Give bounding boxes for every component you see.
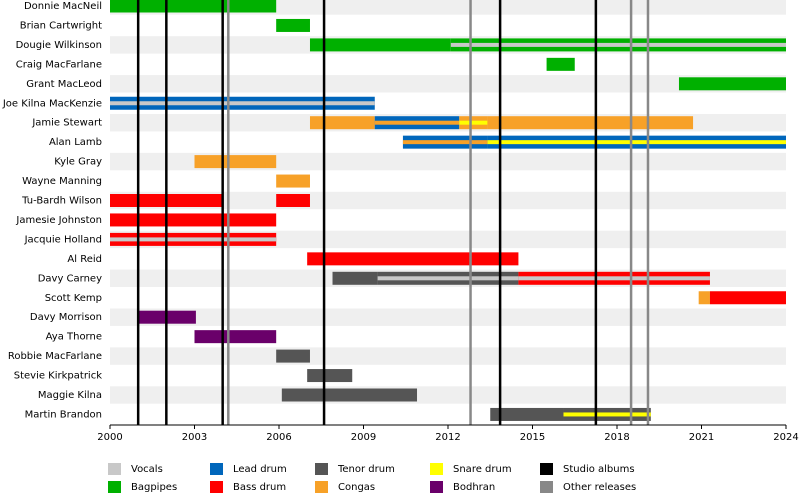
bar-stripe (450, 42, 786, 47)
row-background (110, 230, 786, 249)
bar (194, 155, 277, 169)
bar-stripe (377, 276, 519, 281)
member-name: Davy Morrison (30, 312, 102, 323)
member-name: Davy Carney (38, 273, 102, 284)
bar (194, 330, 277, 344)
legend-swatch (315, 481, 328, 493)
row-background (110, 152, 786, 171)
x-tick-label: 2018 (604, 432, 629, 443)
bar (110, 213, 277, 227)
bar (309, 38, 451, 52)
member-name: Robbie MacFarlane (8, 351, 102, 362)
row-background (110, 75, 786, 93)
member-name: Scott Kemp (45, 293, 102, 304)
member-name: Tu-Bardh Wilson (21, 196, 102, 207)
member-name: Al Reid (67, 254, 102, 265)
member-name: Dougie Wilkinson (16, 40, 102, 51)
member-name: Kyle Gray (54, 157, 102, 168)
bar-stripe (110, 101, 375, 106)
row-background (110, 347, 786, 365)
bar (332, 271, 378, 285)
legend-label: Bagpipes (131, 482, 177, 493)
bar-stripe (563, 412, 651, 417)
member-name: Wayne Manning (22, 176, 102, 187)
legend-label: Studio albums (563, 464, 635, 475)
legend-swatch (210, 463, 223, 475)
bar (110, 0, 277, 13)
legend-swatch (210, 481, 223, 493)
member-name: Jacquie Holland (24, 234, 102, 245)
member-name: Aya Thorne (46, 332, 102, 343)
bar (546, 57, 575, 71)
row-background (110, 386, 786, 404)
bar (698, 291, 710, 305)
bar (309, 116, 375, 130)
x-tick-label: 2015 (520, 432, 545, 443)
bar-stripe (110, 237, 277, 242)
member-name: Jamie Stewart (31, 118, 102, 129)
member-name: Alan Lamb (49, 137, 102, 148)
bar (276, 194, 310, 207)
legend-swatch (108, 463, 121, 475)
x-tick-label: 2006 (266, 432, 291, 443)
member-name: Jamesie Johnston (15, 215, 102, 226)
legend-label: Tenor drum (337, 464, 395, 475)
bar-stripe (374, 120, 460, 125)
row-background (110, 308, 786, 326)
legend-swatch (315, 463, 328, 475)
member-name: Maggie Kilna (38, 390, 102, 401)
member-name: Brian Cartwright (20, 20, 102, 31)
bar (487, 116, 694, 130)
bar (307, 369, 353, 383)
bar (276, 349, 310, 363)
bar (276, 18, 310, 32)
legend-swatch (430, 463, 443, 475)
bar (276, 174, 310, 188)
bar-stripe (487, 140, 786, 145)
legend-swatch (108, 481, 121, 493)
x-tick-label: 2009 (351, 432, 376, 443)
bar (678, 77, 786, 91)
legend-swatch (540, 463, 553, 475)
x-tick-label: 2021 (689, 432, 714, 443)
member-name: Martin Brandon (25, 409, 102, 420)
legend-swatch (430, 481, 443, 493)
x-tick-label: 2012 (435, 432, 460, 443)
row-background (110, 0, 786, 15)
bar-stripe (402, 140, 488, 145)
bar (490, 407, 564, 421)
legend-label: Lead drum (233, 464, 287, 475)
legend-label: Bodhran (453, 482, 495, 493)
legend-label: Vocals (131, 464, 163, 475)
legend-label: Other releases (563, 482, 636, 493)
legend-label: Bass drum (233, 482, 286, 493)
x-tick-label: 2000 (97, 432, 122, 443)
x-tick-label: 2003 (182, 432, 207, 443)
x-tick-label: 2024 (773, 432, 798, 443)
member-name: Joe Kilna MacKenzie (2, 98, 102, 109)
legend-swatch (540, 481, 553, 493)
member-name: Stevie Kirkpatrick (14, 371, 102, 382)
bar (281, 388, 418, 402)
legend-label: Snare drum (453, 464, 512, 475)
member-name: Donnie MacNeil (24, 1, 102, 12)
legend-label: Congas (338, 482, 375, 493)
bar (307, 252, 519, 266)
bar-stripe (518, 276, 710, 281)
bar (709, 291, 786, 305)
bar-stripe (459, 120, 488, 125)
member-name: Craig MacFarlane (16, 59, 102, 70)
member-name: Grant MacLeod (26, 79, 102, 90)
